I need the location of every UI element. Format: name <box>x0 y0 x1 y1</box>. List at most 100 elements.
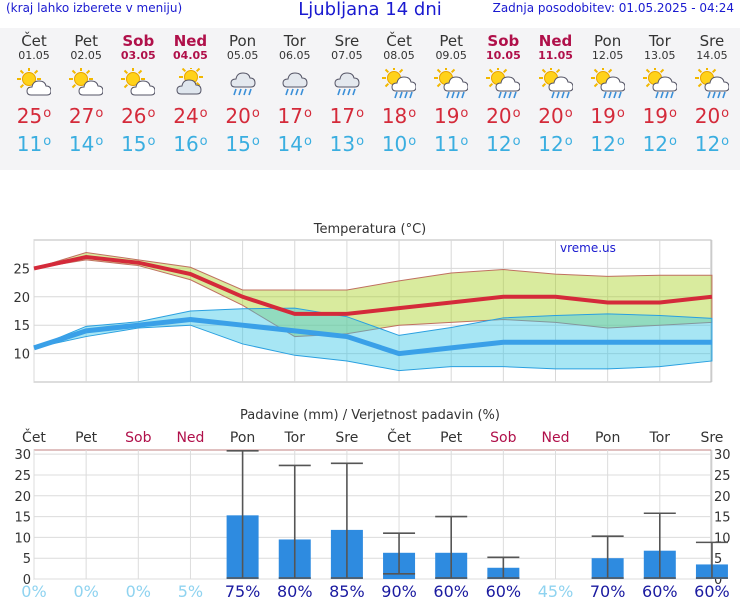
temp-max-value: 20 <box>225 104 251 128</box>
precip-day-label: Pon <box>595 430 620 446</box>
temp-min-value: 12 <box>694 132 721 156</box>
day-name: Ned <box>173 32 208 50</box>
temperature-chart: Temperatura (°C) 10 15 20 25 vreme.us <box>13 222 713 383</box>
page-header: (kraj lahko izberete v meniju) Ljubljana… <box>0 0 740 22</box>
day-name: Pet <box>439 32 463 50</box>
temp-max-value: 20 <box>538 104 564 128</box>
temp-min: 15o <box>217 132 269 156</box>
precip-day-label: Čet <box>387 428 411 446</box>
degree-symbol: o <box>43 106 52 121</box>
temp-min-value: 14 <box>68 132 95 156</box>
sun-cloud-rain-icon <box>694 68 729 99</box>
degree-symbol: o <box>460 134 469 149</box>
day-name: Sre <box>699 32 725 50</box>
temp-max-value: 19 <box>642 104 669 128</box>
cloud-rain-icon <box>334 72 360 96</box>
degree-symbol: o <box>303 134 312 149</box>
cloud-rain-icon <box>230 72 256 96</box>
precip-tick-label-right: 30 <box>714 448 731 463</box>
temp-min: 14o <box>60 132 112 156</box>
degree-symbol: o <box>251 106 260 121</box>
temp-min-value: 13 <box>329 132 356 156</box>
degree-symbol: o <box>512 134 521 149</box>
temp-min: 12o <box>530 132 582 156</box>
degree-symbol: o <box>564 106 573 121</box>
day-name: Čet <box>21 32 47 50</box>
sun-partly-cloudy-icon <box>69 68 104 96</box>
temp-min: 13o <box>321 132 373 156</box>
temp-max-value: 19 <box>590 104 616 128</box>
precip-tick-label-right: 15 <box>714 511 731 526</box>
temp-max: 20o <box>217 104 269 128</box>
day-name: Ned <box>538 32 573 50</box>
temp-max: 19o <box>582 104 634 128</box>
degree-symbol: o <box>408 134 417 149</box>
temp-min: 15o <box>112 132 164 156</box>
watermark: vreme.us <box>560 241 616 255</box>
day-date: 11.05 <box>538 49 573 62</box>
temp-min-value: 12 <box>486 132 512 156</box>
tmax-line <box>33 255 713 316</box>
precip-day-label: Ned <box>176 430 204 446</box>
temp-min-value: 12 <box>642 132 669 156</box>
day-name: Pet <box>74 32 98 50</box>
temp-min-value: 14 <box>277 132 303 156</box>
day-date: 06.05 <box>279 49 311 62</box>
day-column: Sre 14.05 20o 12o <box>686 28 738 156</box>
temp-tick-label: 25 <box>13 262 30 277</box>
temp-min: 10o <box>373 132 425 156</box>
location-menu-hint[interactable]: (kraj lahko izberete v meniju) <box>6 1 183 15</box>
precip-day-label: Pet <box>440 430 463 446</box>
precip-error-bar <box>643 512 676 579</box>
precip-probability: 85% <box>329 582 365 600</box>
precip-probability: 90% <box>381 582 417 600</box>
temp-max: 18o <box>373 104 425 128</box>
temp-min-value: 11 <box>433 132 460 156</box>
day-column: Pon 05.05 20o 15o <box>217 28 269 156</box>
precip-error-bar <box>330 462 363 579</box>
day-column: Pet 09.05 19o 11o <box>425 28 477 156</box>
degree-symbol: o <box>251 134 260 149</box>
temp-max: 20o <box>530 104 582 128</box>
precip-day-label: Sob <box>125 430 151 446</box>
sun-partly-cloudy-icon <box>121 68 156 96</box>
precip-error-bar <box>591 535 624 579</box>
degree-symbol: o <box>303 106 312 121</box>
temp-max-value: 20 <box>486 104 512 128</box>
temp-max-value: 17 <box>277 104 303 128</box>
temp-min: 12o <box>582 132 634 156</box>
temp-max-value: 25 <box>16 104 43 128</box>
degree-symbol: o <box>356 106 365 121</box>
daily-forecast-strip: Čet 01.05 25o 11o Pet 02.05 27o 14o Sob 03.05 26o 1… <box>0 28 740 170</box>
day-column: Pet 02.05 27o 14o <box>60 28 112 156</box>
day-column: Čet 08.05 18o 10o <box>373 28 425 156</box>
day-date: 14.05 <box>696 49 728 62</box>
day-column: Sob 10.05 20o 12o <box>477 28 529 156</box>
day-name: Sre <box>334 32 360 50</box>
day-column: Sre 07.05 17o 13o <box>321 28 373 156</box>
temp-max-value: 24 <box>173 104 199 128</box>
temp-tick-label: 15 <box>13 319 30 334</box>
day-date: 13.05 <box>644 49 676 62</box>
temp-min: 11o <box>8 132 60 156</box>
precip-tick-label-left: 30 <box>14 448 31 463</box>
precip-tick-label-left: 0 <box>23 573 31 588</box>
temp-min-value: 16 <box>173 132 199 156</box>
degree-symbol: o <box>721 134 730 149</box>
precip-error-bar <box>487 556 520 579</box>
precip-error-bar <box>695 541 728 579</box>
precip-probability: 70% <box>590 582 626 600</box>
temp-min: 12o <box>634 132 686 156</box>
day-date: 04.05 <box>173 49 208 62</box>
temp-max: 24o <box>164 104 216 128</box>
day-name: Sob <box>487 32 520 50</box>
day-date: 12.05 <box>591 49 624 62</box>
precip-error-bar <box>435 515 468 579</box>
precip-probability: 60% <box>486 582 522 600</box>
temp-max-value: 18 <box>381 104 408 128</box>
temp-min-value: 12 <box>538 132 564 156</box>
precipitation-chart: Padavine (mm) / Verjetnost padavin (%) Če… <box>14 408 731 600</box>
temp-max-value: 20 <box>694 104 721 128</box>
precip-day-label: Tor <box>284 430 306 446</box>
precip-tick-label-left: 10 <box>14 531 31 546</box>
